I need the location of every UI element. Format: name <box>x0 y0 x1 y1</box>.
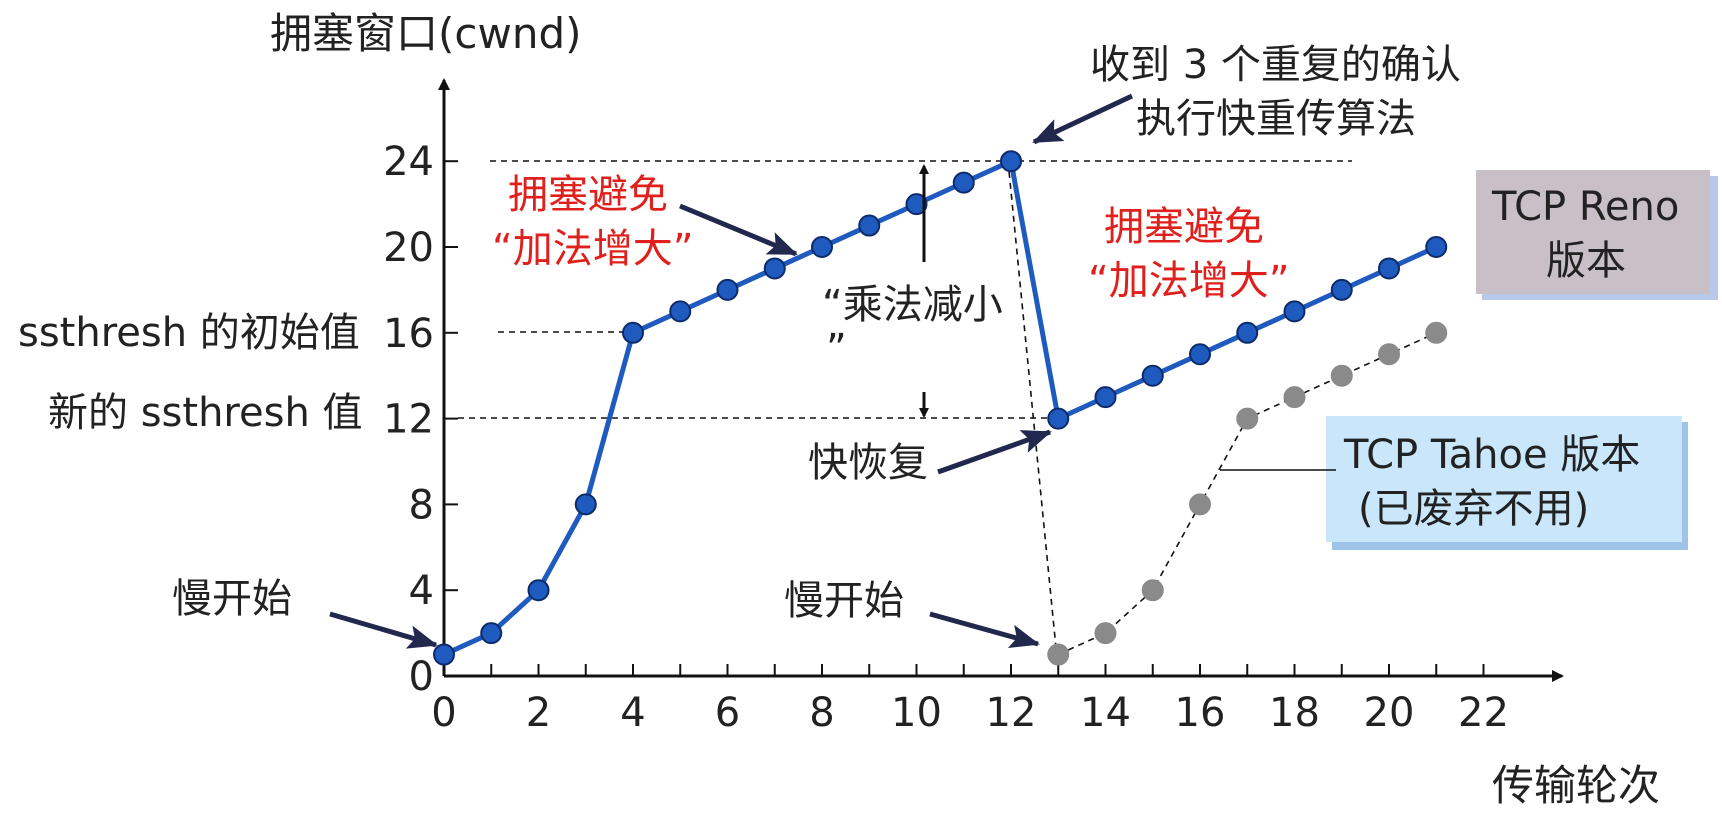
reno-point <box>574 493 597 516</box>
annotation-arrows <box>329 93 1134 649</box>
x-tick-label: 2 <box>526 690 551 736</box>
tahoe-point <box>1236 407 1259 430</box>
reno-point <box>811 236 833 258</box>
y-tick-label: 4 <box>409 568 434 614</box>
tahoe-point <box>1283 386 1306 409</box>
x-tick-label: 12 <box>986 690 1037 736</box>
y-ticks: 0 4 8 12 16 20 24 <box>383 139 458 700</box>
y-tick-label: 12 <box>383 397 434 443</box>
x-tick-label: 22 <box>1458 690 1509 736</box>
guide-drop <box>1007 160 1057 649</box>
label-ssthresh-new: 新的 ssthresh 值 <box>48 390 363 436</box>
x-tick-label: 6 <box>715 690 740 736</box>
tahoe-point <box>1425 321 1448 344</box>
reno-point <box>1047 407 1070 430</box>
tahoe-label-1: TCP Tahoe 版本 <box>1343 432 1640 478</box>
tahoe-point <box>1047 643 1070 666</box>
x-tick-label: 0 <box>431 690 456 736</box>
axes <box>438 78 1564 682</box>
reno-point <box>1330 278 1353 301</box>
reno-point <box>1283 300 1306 323</box>
y-tick-label: 0 <box>409 654 434 700</box>
reno-point <box>1000 150 1022 173</box>
arrow-slow-start-1 <box>329 611 438 649</box>
reno-label-2: 版本 <box>1546 238 1626 284</box>
reno-series-line <box>442 158 1438 657</box>
reno-point <box>480 622 503 645</box>
x-tick-label: 16 <box>1175 690 1226 736</box>
label-slow-start-1: 慢开始 <box>172 576 292 622</box>
reno-point <box>433 643 455 666</box>
legend-boxes <box>1326 170 1718 550</box>
y-tick-label: 24 <box>383 139 434 185</box>
reno-label-1: TCP Reno <box>1491 184 1679 230</box>
label-three-dup-1: 收到 3 个重复的确认 <box>1090 42 1461 88</box>
label-cong-avoid-2a: 拥塞避免 <box>1104 204 1264 250</box>
y-tick-label: 20 <box>383 225 434 271</box>
reno-point <box>858 214 881 237</box>
tahoe-point <box>1378 343 1400 366</box>
tahoe-label-2: (已废弃不用) <box>1358 486 1589 532</box>
series-layer <box>433 150 1448 666</box>
label-mult-decrease-2: ” <box>826 326 847 372</box>
y-tick-label: 8 <box>409 482 434 528</box>
reno-point <box>905 193 928 216</box>
label-ssthresh-initial: ssthresh 的初始值 <box>18 310 360 356</box>
label-mult-decrease-1: “乘法减小 <box>822 282 1003 328</box>
label-cong-avoid-1a: 拥塞避免 <box>508 172 668 218</box>
reno-point <box>527 579 550 602</box>
label-cong-avoid-1b: “加法增大” <box>492 226 693 272</box>
x-axis-title: 传输轮次 <box>1492 761 1660 810</box>
reno-point <box>1189 343 1211 366</box>
x-tick-label: 14 <box>1080 690 1131 736</box>
reno-point <box>1378 257 1400 280</box>
arrow-fast-recovery <box>937 429 1052 475</box>
label-cong-avoid-2b: “加法增大” <box>1088 258 1289 304</box>
reno-point <box>669 300 692 323</box>
arrow-slow-start-2 <box>929 611 1040 649</box>
x-tick-label: 10 <box>891 690 942 736</box>
x-tick-label: 18 <box>1269 690 1320 736</box>
reno-point <box>716 278 739 301</box>
y-axis-title: 拥塞窗口(cwnd) <box>270 9 582 58</box>
reno-point <box>1236 321 1259 344</box>
label-slow-start-2: 慢开始 <box>784 578 904 624</box>
label-three-dup-2: 执行快重传算法 <box>1136 96 1416 142</box>
label-fast-recovery: 快恢复 <box>808 440 928 486</box>
tahoe-box <box>1326 416 1682 542</box>
x-tick-label: 8 <box>809 690 834 736</box>
arrow-three-dup <box>1032 93 1134 145</box>
x-ticks: 0 2 4 6 8 10 12 14 16 18 20 22 <box>431 664 1509 736</box>
x-tick-label: 4 <box>620 690 645 736</box>
reno-point <box>1425 236 1448 258</box>
reno-point <box>1141 364 1164 387</box>
tahoe-point <box>1189 493 1211 516</box>
tahoe-point <box>1141 579 1164 602</box>
y-tick-label: 16 <box>383 311 434 357</box>
tahoe-point <box>1094 622 1117 645</box>
guide-lines <box>458 160 1352 649</box>
reno-point <box>1094 386 1117 409</box>
tahoe-point <box>1330 364 1353 387</box>
reno-box <box>1476 170 1710 294</box>
arrow-cong-avoid-1 <box>679 203 798 257</box>
reno-point <box>952 171 975 194</box>
x-tick-label: 20 <box>1364 690 1415 736</box>
reno-point <box>763 257 786 280</box>
reno-point <box>622 321 644 344</box>
